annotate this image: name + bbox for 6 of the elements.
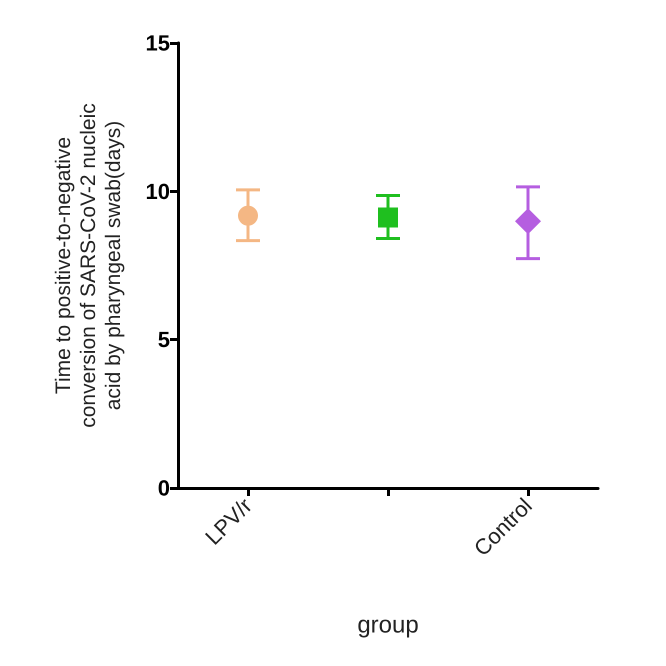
- y-tick-label: 0: [158, 476, 170, 500]
- y-tick-label: 5: [158, 327, 170, 352]
- y-tick-label: 10: [146, 178, 170, 204]
- y-axis-title: Time to positive-to-negative conversion of SARS-CoV-2 nucleic acid by pharyngeal swab(days): [52, 103, 125, 428]
- y-tick-label: 15: [146, 30, 170, 56]
- x-axis-title: group: [357, 612, 419, 638]
